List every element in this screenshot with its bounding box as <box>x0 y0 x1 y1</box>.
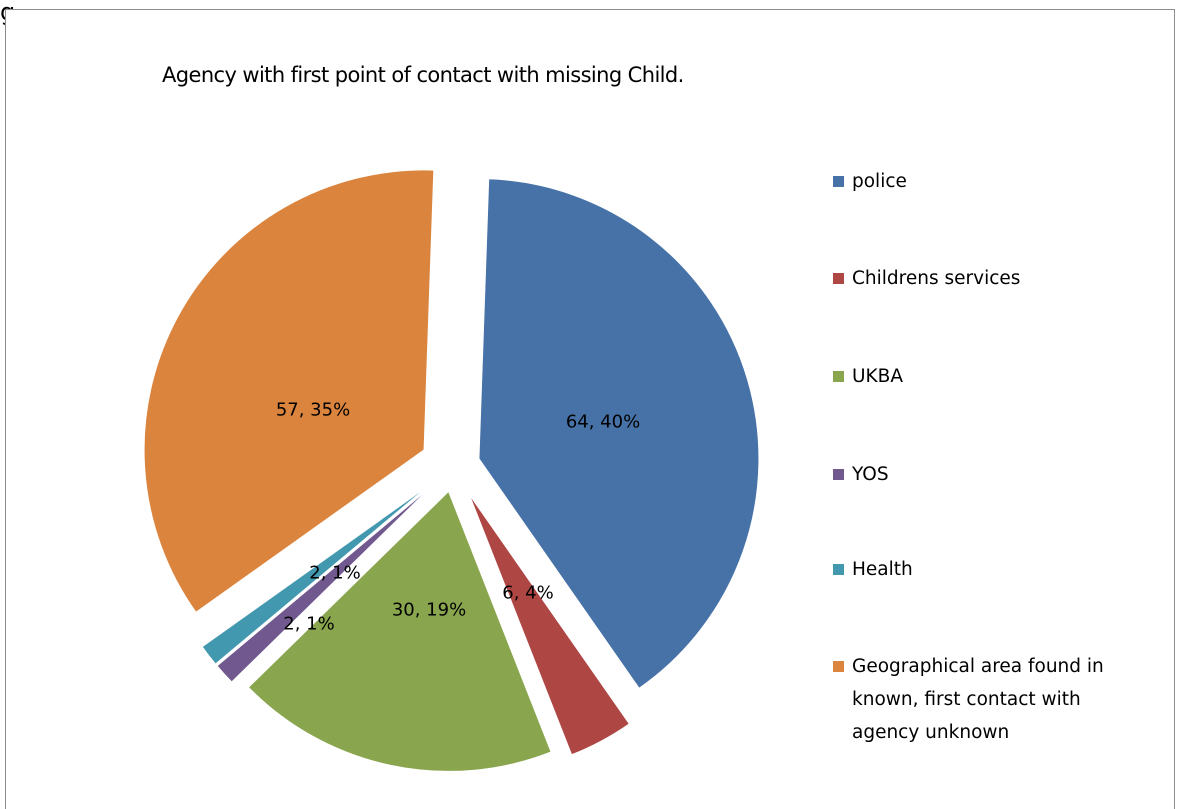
legend-label: Geographical area found in known, first c… <box>852 656 1104 743</box>
pie-slice-police <box>478 178 760 689</box>
data-label-1: 64, 40% <box>566 412 640 433</box>
legend-label: Childrens services <box>852 268 1021 289</box>
data-label-6: 57, 35% <box>276 400 350 421</box>
legend-label: police <box>852 171 907 192</box>
pie-slice-yos <box>216 485 433 683</box>
data-label-4: 2, 1% <box>283 614 334 635</box>
legend-label: UKBA <box>852 366 904 387</box>
pie-slice-ukba <box>247 490 552 772</box>
legend-swatch <box>833 661 844 672</box>
pie-slice-childrens-services <box>468 493 630 756</box>
data-label-5: 2, 1% <box>309 563 360 584</box>
legend-label: YOS <box>852 464 889 485</box>
pie-slice-geographical-area-found-in-known-first-contact-with-agency-unknown <box>143 169 435 614</box>
legend-swatch <box>833 273 844 284</box>
legend-label: Health <box>852 559 913 580</box>
legend-swatch <box>833 371 844 382</box>
chart-title: Agency with first point of contact with … <box>162 63 684 87</box>
data-label-3: 30, 19% <box>392 600 466 621</box>
legend-swatch <box>833 176 844 187</box>
pie-slice-health <box>201 483 431 665</box>
data-label-2: 6, 4% <box>502 583 553 604</box>
legend-swatch <box>833 564 844 575</box>
legend-swatch <box>833 469 844 480</box>
